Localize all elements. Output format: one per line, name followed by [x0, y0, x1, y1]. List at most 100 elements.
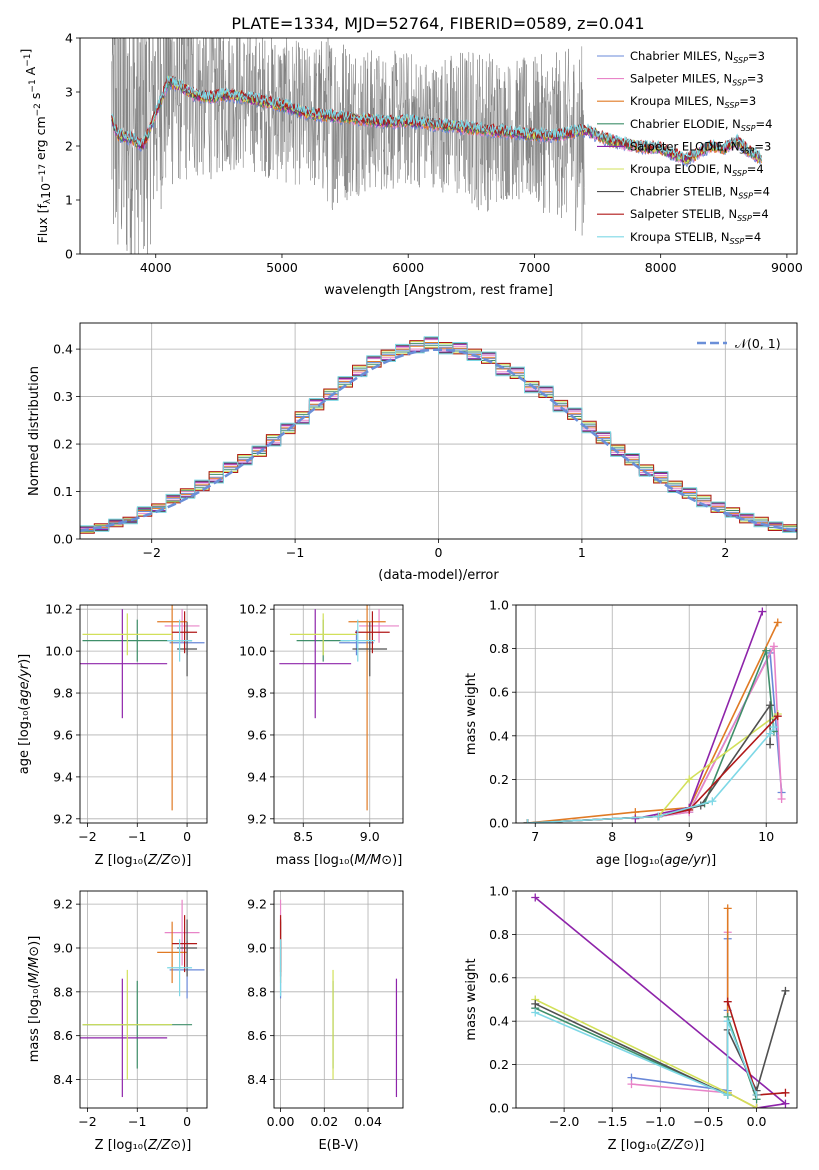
y-tick-label: 2	[65, 139, 73, 154]
plot-area	[80, 605, 205, 811]
label-text: Z [log₁₀(	[95, 853, 148, 868]
weight-marker	[531, 893, 540, 902]
model-spectrum	[111, 75, 762, 161]
label-text: Z [log₁₀(	[95, 1138, 148, 1153]
x-axis-label: Z [log₁₀(Z/Z⊙)]	[95, 853, 192, 868]
weight-marker	[654, 812, 663, 821]
legend-entry: Salpeter ELODIE, NSSP=3	[630, 139, 771, 155]
legend-subscript: SSP	[741, 124, 756, 133]
weight-marker	[723, 1017, 732, 1026]
x-tick-label: −2.0	[549, 1114, 579, 1129]
label-math: age/yr	[17, 662, 32, 705]
weight-marker	[752, 1104, 761, 1108]
legend-entry: Kroupa ELODIE, NSSP=4	[630, 162, 764, 178]
label-text: )]	[181, 853, 191, 868]
y-tick-label: 0.2	[53, 437, 73, 452]
legend-count: =4	[752, 207, 769, 221]
y-axis-label: mass weight	[464, 673, 479, 755]
label-math: M/M⊙	[27, 946, 42, 984]
weight-line	[527, 622, 779, 823]
plot-area	[80, 899, 205, 1098]
x-tick-label: 5000	[266, 260, 298, 275]
label-math: Z/Z⊙	[147, 1138, 181, 1153]
y-axis-label-part: A	[23, 66, 38, 79]
weight-marker	[523, 819, 532, 823]
y-axis-label-part: −17	[38, 164, 48, 183]
axes-frame	[79, 37, 798, 255]
x-tick-label: 8.5	[293, 829, 313, 844]
y-tick-label: 9.0	[53, 940, 73, 955]
weight-line	[631, 938, 729, 1092]
y-tick-label: 9.2	[247, 811, 267, 826]
label-text: age [log₁₀(	[596, 853, 665, 868]
x-tick-label: 0	[183, 1114, 191, 1129]
weight-marker	[531, 999, 540, 1008]
x-tick-label: 8	[608, 829, 616, 844]
y-tick-label: 10.0	[45, 644, 73, 659]
y-tick-label: 0.2	[489, 1057, 509, 1072]
legend-count: =4	[756, 117, 773, 131]
axes-frame	[79, 322, 798, 540]
y-axis-label: Normed distribution	[27, 366, 42, 496]
weight-marker	[627, 1080, 636, 1089]
y-axis-label-part: Flux [f	[35, 204, 50, 244]
y-tick-label: 0.0	[53, 532, 73, 547]
weight-marker	[723, 904, 732, 913]
legend-entry: Chabrier STELIB, NSSP=4	[630, 185, 770, 201]
y-axis-label-part: −1	[23, 54, 33, 67]
x-tick-label: 8000	[645, 260, 677, 275]
weight-marker	[723, 1090, 732, 1099]
x-tick-label: −1	[128, 829, 146, 844]
axes-frame	[79, 890, 208, 1109]
legend-name: Kroupa MILES, N	[630, 94, 725, 108]
y-axis-label: age [log₁₀(age/yr)]	[17, 654, 32, 775]
weight-marker	[773, 712, 782, 721]
x-tick-label: −2	[78, 1114, 96, 1129]
weight-marker	[531, 1008, 540, 1017]
x-tick-label: −2	[78, 829, 96, 844]
plot-area	[80, 336, 797, 534]
weight-marker	[758, 607, 767, 616]
legend-name: Kroupa STELIB, N	[630, 230, 730, 244]
y-axis-label-part: −2	[33, 103, 43, 116]
legend-count: =3	[739, 94, 756, 108]
legend: 𝒩(0, 1)	[697, 336, 781, 351]
y-tick-label: 10.2	[239, 602, 267, 617]
x-tick-label: −1.5	[597, 1114, 627, 1129]
x-tick-label: −2	[142, 545, 160, 560]
y-tick-label: 9.6	[247, 727, 267, 742]
y-axis-label: Flux [fλ10−17 erg cm−2 s−1 A−1]	[18, 49, 53, 244]
weight-line	[527, 650, 775, 823]
y-tick-label: 9.8	[53, 686, 73, 701]
label-text: mass [log₁₀(	[27, 984, 42, 1063]
y-axis-label-part: ]	[18, 49, 33, 54]
x-tick-label: 0	[435, 545, 443, 560]
panel-1: 4000 5000 6000 7000 8000 9000 0 1 2 3 4 wavelength …	[18, 31, 803, 299]
axes-frame	[515, 890, 798, 1109]
label-text: mass [log₁₀(	[276, 853, 355, 868]
x-axis-label: mass [log₁₀(M/M⊙)]	[276, 853, 403, 868]
y-tick-label: 9.2	[53, 897, 73, 912]
y-tick-label: 0.6	[489, 685, 509, 700]
legend-subscript: SSP	[730, 237, 745, 246]
legend-subscript: SSP	[732, 169, 747, 178]
y-tick-label: 4	[65, 31, 73, 46]
weight-marker	[708, 797, 717, 806]
weight-line	[726, 908, 757, 1108]
legend-count: =4	[753, 185, 770, 199]
x-tick-label: 1	[578, 545, 586, 560]
panel-3: −2 −1 0 9.2 9.4 9.6 9.8 10.0 10.2 Z [log₁₀(Z/Z⊙)]…	[17, 602, 208, 868]
y-tick-label: 8.6	[53, 1028, 73, 1043]
x-tick-label: 0.02	[310, 1114, 338, 1129]
y-tick-label: 9.6	[53, 727, 73, 742]
plot-area	[111, 38, 762, 254]
x-axis-label: E(B-V)	[318, 1138, 358, 1153]
panel-6: −2 −1 08.48.68.89.09.2Z [log₁₀(Z/Z⊙)]mass …	[27, 890, 208, 1153]
legend-name: Salpeter MILES, N	[630, 72, 732, 86]
legend-name: Salpeter STELIB, N	[630, 207, 737, 221]
legend-entry: Salpeter MILES, NSSP=3	[630, 72, 764, 88]
legend-name: Chabrier MILES, N	[630, 49, 733, 63]
legend-entry: Kroupa MILES, NSSP=3	[630, 94, 756, 110]
figure-title: PLATE=1334, MJD=52764, FIBERID=0589, z=0…	[231, 14, 644, 33]
x-tick-label: −1.0	[645, 1114, 675, 1129]
